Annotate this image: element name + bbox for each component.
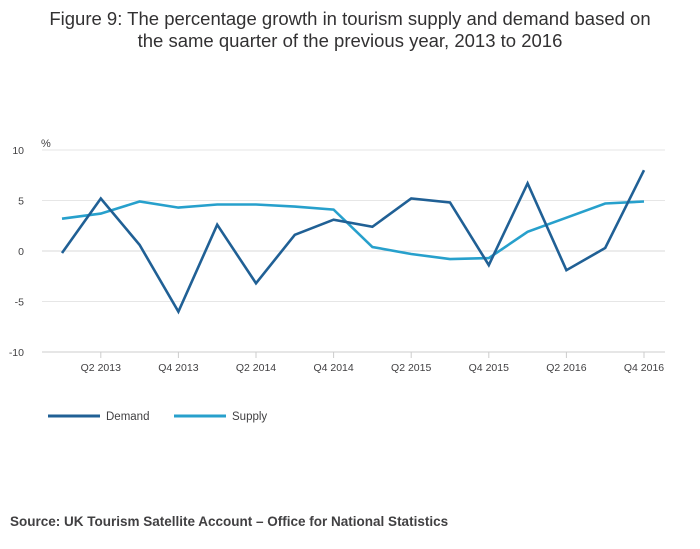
series-line-demand <box>60 169 646 315</box>
x-tick-label: Q2 2014 <box>236 362 276 374</box>
x-tick-label: Q4 2013 <box>158 362 198 374</box>
x-tick-label: Q4 2014 <box>313 362 353 374</box>
x-tick-label: Q2 2013 <box>81 362 121 374</box>
x-tick-label: Q2 2016 <box>546 362 586 374</box>
chart-title-line-2: the same quarter of the previous year, 2… <box>137 30 563 51</box>
x-tick-label: Q2 2015 <box>391 362 431 374</box>
y-tick-label: 5 <box>18 196 24 208</box>
x-tick-label: Q4 2015 <box>469 362 509 374</box>
source-note: Source: UK Tourism Satellite Account – O… <box>10 514 449 529</box>
y-tick-label: 10 <box>12 145 24 157</box>
legend-label-demand: Demand <box>106 411 149 423</box>
y-tick-label: -5 <box>15 297 24 309</box>
y-axis-label: % <box>41 138 51 150</box>
chart-title-line-1: Figure 9: The percentage growth in touri… <box>49 8 651 29</box>
y-tick-label: 0 <box>18 246 24 258</box>
x-tick-label: Q4 2016 <box>624 362 664 374</box>
legend-label-supply: Supply <box>232 411 267 423</box>
chart-title: Figure 9: The percentage growth in touri… <box>0 8 700 52</box>
y-tick-label: -10 <box>9 347 24 359</box>
